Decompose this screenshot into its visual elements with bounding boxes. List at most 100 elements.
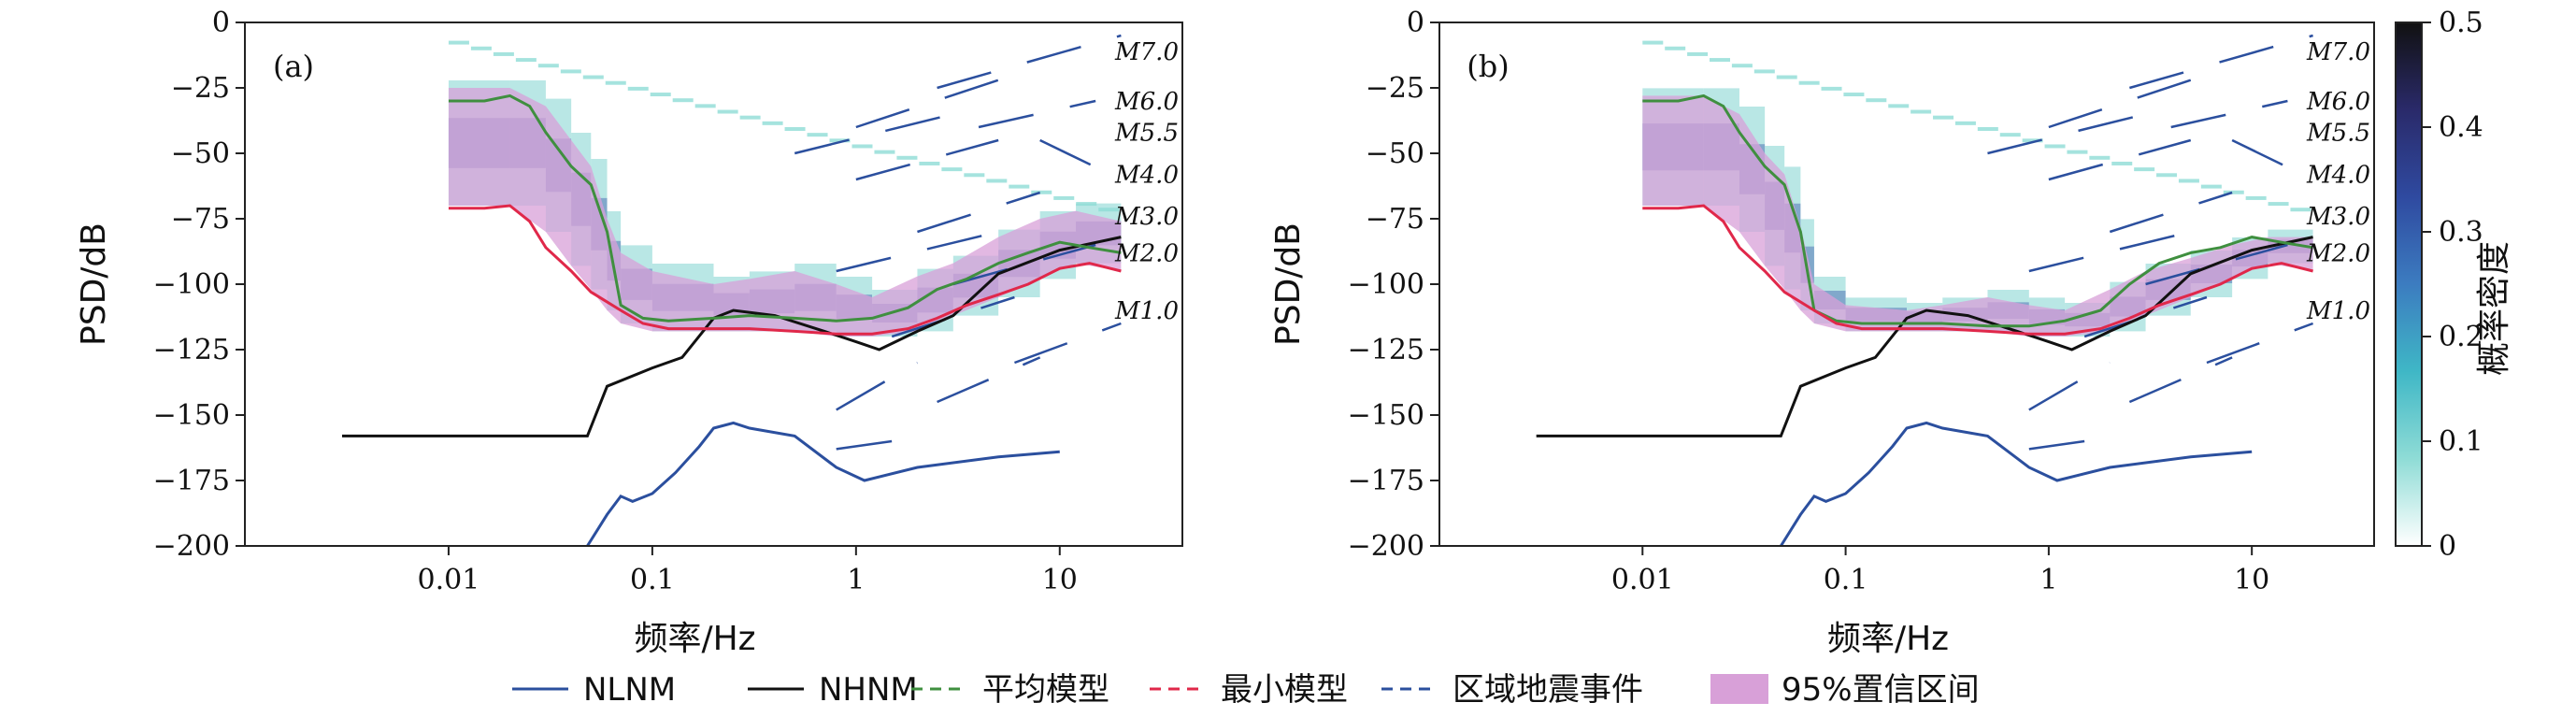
density-cell: [717, 109, 738, 114]
magnitude-label: M3.0: [2306, 203, 2370, 231]
magnitude-label: M4.0: [1114, 161, 1179, 189]
magnitude-label: M5.5: [1114, 120, 1179, 148]
event-curve: [855, 138, 999, 181]
event-curve: [2145, 243, 2288, 286]
density-cell: [560, 69, 581, 74]
density-cell: [829, 138, 851, 143]
magnitude-label: M7.0: [2306, 38, 2370, 66]
density-cell: [2290, 208, 2311, 212]
event-curve: [2206, 322, 2314, 365]
series-line-mean-model: [448, 93, 1122, 323]
y-tick-label: −50: [1366, 137, 1424, 170]
density-cell: [1731, 64, 1753, 68]
density-cell: [627, 86, 649, 91]
x-tick-label: 1: [847, 564, 865, 596]
y-tick-label: −150: [153, 399, 230, 432]
density-cell: [762, 121, 783, 125]
density-cell: [2156, 173, 2178, 178]
density-cell: [1076, 202, 1097, 207]
density-cell: [1710, 58, 1731, 63]
y-tick-label: −200: [1348, 530, 1424, 563]
confidence-band-95: [1642, 95, 2313, 337]
x-tick-label: 10: [1042, 564, 1078, 596]
density-cell: [1642, 40, 1664, 45]
density-cell: [941, 167, 963, 172]
density-cell: [852, 144, 873, 149]
density-cell: [470, 46, 492, 50]
density-cell: [1933, 115, 1954, 120]
x-tick-label: 0.01: [1611, 564, 1674, 596]
magnitude-label: M3.0: [1114, 203, 1179, 231]
density-cell: [605, 80, 626, 85]
y-tick-label: −200: [153, 530, 230, 563]
density-cell: [694, 104, 716, 108]
density-cell: [2067, 150, 2088, 154]
legend-label: 95%置信区间: [1782, 671, 1980, 709]
panel-b: 0 −25 −50 −75 −100 −125 −150 −175 −200 0.01 0.1 1 10…: [1269, 7, 2375, 658]
y-axis-label: PSD/dB: [1269, 222, 1308, 346]
y-tick-label: −25: [1366, 72, 1424, 105]
density-cell: [582, 75, 604, 79]
series-line-nlnm: [586, 421, 1060, 547]
event-curve: [2028, 439, 2085, 451]
series-line-nhnm: [341, 236, 1122, 437]
magnitude-label: M6.0: [1114, 88, 1179, 116]
density-cell: [1687, 51, 1709, 56]
x-tick-label: 0.01: [418, 564, 480, 596]
density-cell: [493, 51, 514, 56]
event-curve: [1987, 112, 2146, 155]
density-cell: [650, 93, 671, 97]
event-curve: [2170, 99, 2288, 129]
density-cell: [537, 64, 559, 68]
y-tick-label: −175: [153, 465, 230, 497]
panel-a: 0 −25 −50 −75 −100 −125 −150 −175 −200 0.01 0.1 1 10…: [75, 7, 1183, 658]
series-line-nlnm: [1780, 421, 2253, 547]
density-cell: [807, 133, 828, 137]
event-curve: [2083, 295, 2208, 338]
event-curve: [836, 230, 999, 273]
density-cell: [1866, 98, 1887, 103]
density-cell: [1999, 133, 2021, 137]
magnitude-label: M2.0: [1114, 239, 1179, 267]
density-stripe: [1642, 40, 2311, 212]
density-cell: [964, 173, 985, 178]
event-curve: [1039, 138, 1122, 181]
density-cell: [986, 179, 1008, 183]
event-curve: [937, 34, 1122, 90]
density-cell: [672, 98, 694, 103]
legend-label: 平均模型: [982, 671, 1109, 709]
colorbar: 概率密度 0 0.1 0.2 0.3 0.4 0.5: [2395, 7, 2513, 563]
event-curve: [952, 243, 1096, 286]
event-curve: [2128, 356, 2233, 404]
y-tick-label: −150: [1348, 399, 1424, 432]
event-curve: [2028, 361, 2111, 411]
x-tick-label: 0.1: [1824, 564, 1868, 596]
event-curve: [2109, 191, 2233, 234]
colorbar-tick-label: 0.1: [2439, 425, 2483, 458]
y-tick-label: −100: [1348, 268, 1424, 301]
y-tick-label: −75: [1366, 203, 1424, 236]
density-cell: [2245, 195, 2267, 200]
event-curve: [2129, 34, 2313, 90]
density-cell: [2089, 155, 2111, 160]
colorbar-tick-label: 0.4: [2439, 111, 2483, 144]
event-curve: [2028, 230, 2192, 273]
density-cell: [2044, 144, 2066, 149]
y-tick-label: −125: [1348, 334, 1424, 366]
density-cell: [784, 127, 806, 131]
density-cell: [1031, 190, 1052, 194]
density-stripe: [448, 40, 1120, 212]
legend-label: NLNM: [583, 671, 676, 709]
event-curve: [836, 439, 893, 451]
y-tick-label: −75: [171, 203, 230, 236]
density-cell: [1776, 75, 1797, 79]
panel-label: (a): [273, 49, 314, 84]
y-axis-label: PSD/dB: [75, 222, 113, 346]
density-cell: [1009, 184, 1030, 189]
density-cell: [2178, 179, 2199, 183]
event-curve: [1014, 322, 1122, 365]
colorbar-tick-label: 0.3: [2439, 216, 2483, 249]
density-cell: [896, 155, 918, 160]
density-cell: [874, 150, 895, 154]
